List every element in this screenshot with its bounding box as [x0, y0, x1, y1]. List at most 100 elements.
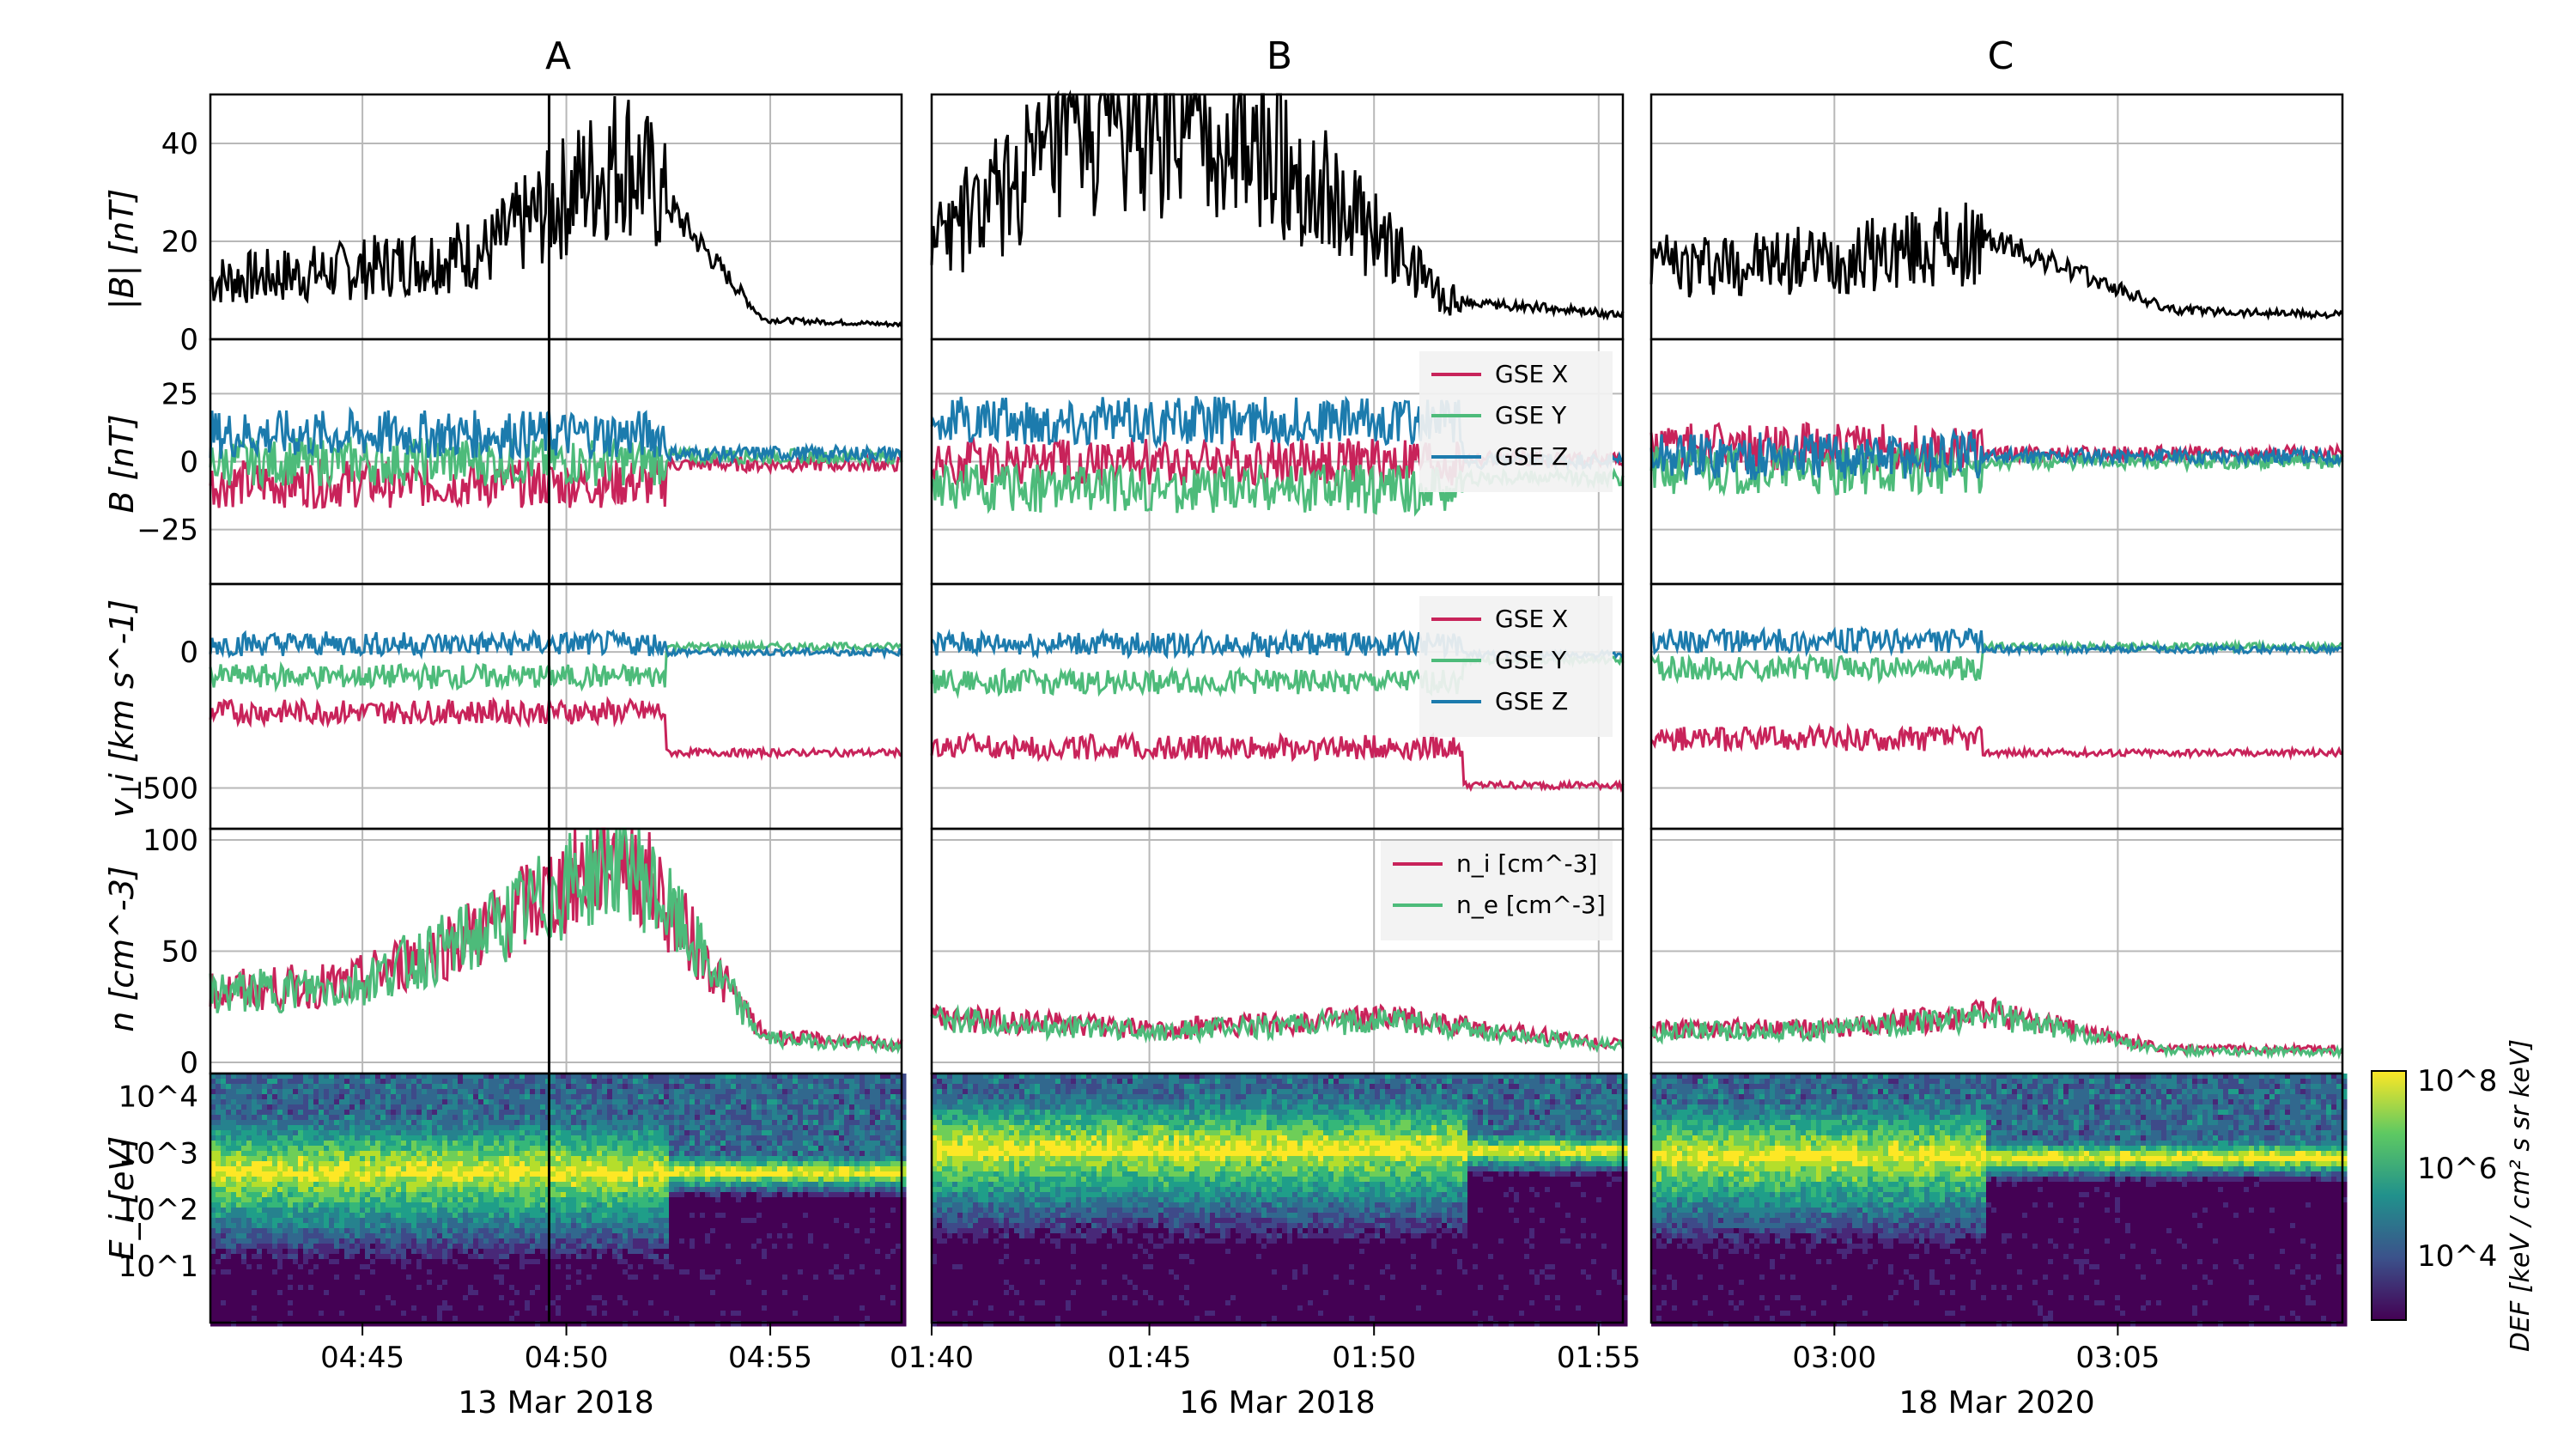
spectrogram-cell	[324, 1156, 330, 1162]
spectrogram-cell	[272, 1280, 278, 1286]
spectrogram-cell	[514, 1316, 520, 1322]
spectrogram-cell	[447, 1135, 453, 1141]
spectrogram-cell	[597, 1115, 603, 1121]
spectrogram-cell	[576, 1182, 582, 1188]
spectrogram-cell	[653, 1104, 659, 1110]
spectrogram-cell	[509, 1213, 515, 1219]
spectrogram-cell	[386, 1300, 392, 1306]
spectrogram-cell	[659, 1290, 665, 1296]
spectrogram-cell	[463, 1244, 469, 1250]
spectrogram-cell	[571, 1197, 577, 1203]
spectrogram-cell	[726, 1115, 732, 1121]
spectrogram-cell	[246, 1099, 252, 1105]
spectrogram-cell	[633, 1285, 639, 1291]
spectrogram-cell	[612, 1192, 618, 1198]
spectrogram-cell	[396, 1177, 402, 1183]
spectrogram-cell	[633, 1171, 639, 1177]
spectrogram-cell	[324, 1311, 330, 1317]
spectrogram-cell	[684, 1311, 690, 1317]
spectrogram-cell	[463, 1208, 469, 1214]
spectrogram-cell	[437, 1115, 443, 1121]
spectrogram-cell	[370, 1084, 376, 1090]
spectrogram-cell	[489, 1079, 495, 1085]
spectrogram-cell	[473, 1280, 479, 1286]
spectrogram-cell	[643, 1141, 649, 1147]
spectrogram-cell	[432, 1213, 438, 1219]
spectrogram-cell	[411, 1141, 417, 1147]
spectrogram-cell	[679, 1171, 685, 1177]
spectrogram-cell	[669, 1161, 675, 1167]
spectrogram-cell	[458, 1125, 464, 1131]
spectrogram-cell	[257, 1099, 263, 1105]
spectrogram-cell	[674, 1218, 680, 1224]
spectrogram-cell	[252, 1269, 258, 1275]
spectrogram-cell	[715, 1197, 721, 1203]
spectrogram-cell	[478, 1120, 484, 1126]
spectrogram-cell	[283, 1192, 289, 1198]
spectrogram-cell	[612, 1244, 618, 1250]
spectrogram-cell	[509, 1228, 515, 1234]
spectrogram-cell	[653, 1171, 659, 1177]
spectrogram-cell	[494, 1280, 500, 1286]
spectrogram-cell	[231, 1079, 237, 1085]
spectrogram-cell	[344, 1311, 350, 1317]
spectrogram-cell	[442, 1125, 448, 1131]
spectrogram-cell	[483, 1218, 489, 1224]
spectrogram-cell	[540, 1290, 546, 1296]
spectrogram-cell	[509, 1208, 515, 1214]
spectrogram-cell	[236, 1254, 242, 1260]
spectrogram-cell	[571, 1094, 577, 1100]
spectrogram-cell	[365, 1254, 371, 1260]
spectrogram-cell	[695, 1218, 701, 1224]
spectrogram-cell	[617, 1218, 623, 1224]
spectrogram-cell	[478, 1311, 484, 1317]
spectrogram-cell	[360, 1280, 366, 1286]
spectrogram-cell	[283, 1269, 289, 1275]
spectrogram-cell	[458, 1130, 464, 1136]
spectrogram-cell	[216, 1218, 222, 1224]
spectrogram-cell	[344, 1290, 350, 1296]
spectrogram-cell	[628, 1249, 634, 1255]
spectrogram-cell	[416, 1197, 422, 1203]
spectrogram-cell	[334, 1135, 340, 1141]
spectrogram-cell	[401, 1110, 407, 1116]
spectrogram-cell	[406, 1316, 412, 1322]
spectrogram-cell	[509, 1223, 515, 1229]
spectrogram-cell	[607, 1192, 613, 1198]
spectrogram-cell	[288, 1120, 294, 1126]
spectrogram-cell	[396, 1161, 402, 1167]
spectrogram-cell	[349, 1269, 355, 1275]
spectrogram-cell	[293, 1228, 299, 1234]
spectrogram-cell	[406, 1311, 412, 1317]
spectrogram-cell	[288, 1254, 294, 1260]
spectrogram-cell	[216, 1141, 222, 1147]
spectrogram-cell	[586, 1218, 592, 1224]
spectrogram-cell	[726, 1249, 732, 1255]
spectrogram-cell	[267, 1161, 273, 1167]
spectrogram-cell	[576, 1084, 582, 1090]
spectrogram-cell	[267, 1311, 273, 1317]
spectrogram-cell	[267, 1228, 273, 1234]
spectrogram-cell	[308, 1120, 314, 1126]
spectrogram-cell	[726, 1161, 732, 1167]
spectrogram-cell	[690, 1171, 696, 1177]
spectrogram-cell	[597, 1244, 603, 1250]
spectrogram-cell	[653, 1182, 659, 1188]
spectrogram-cell	[277, 1254, 283, 1260]
spectrogram-cell	[586, 1213, 592, 1219]
spectrogram-cell	[695, 1228, 701, 1234]
spectrogram-cell	[272, 1290, 278, 1296]
spectrogram-cell	[483, 1094, 489, 1100]
spectrogram-cell	[674, 1110, 680, 1116]
spectrogram-cell	[684, 1280, 690, 1286]
spectrogram-cell	[669, 1316, 675, 1322]
spectrogram-cell	[576, 1104, 582, 1110]
spectrogram-cell	[617, 1311, 623, 1317]
spectrogram-cell	[288, 1259, 294, 1265]
spectrogram-cell	[509, 1120, 515, 1126]
spectrogram-cell	[226, 1254, 232, 1260]
spectrogram-cell	[246, 1305, 252, 1311]
spectrogram-cell	[726, 1223, 732, 1229]
spectrogram-cell	[365, 1151, 371, 1157]
spectrogram-cell	[226, 1166, 232, 1172]
